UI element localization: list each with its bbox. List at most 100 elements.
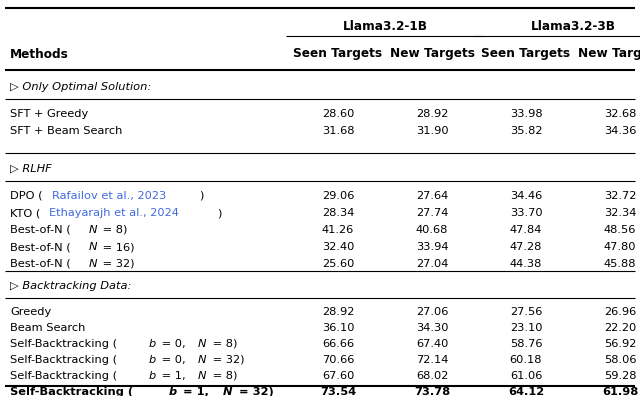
Text: 34.36: 34.36 [604, 126, 636, 136]
Text: 36.10: 36.10 [322, 323, 355, 333]
Text: 32.72: 32.72 [604, 191, 636, 201]
Text: 47.28: 47.28 [510, 242, 542, 252]
Text: 73.78: 73.78 [414, 387, 450, 396]
Text: Rafailov et al., 2023: Rafailov et al., 2023 [52, 191, 166, 201]
Text: b: b [169, 387, 177, 396]
Text: b: b [148, 355, 156, 365]
Text: Self-Backtracking (: Self-Backtracking ( [10, 371, 117, 381]
Text: Ethayarajh et al., 2024: Ethayarajh et al., 2024 [49, 208, 179, 218]
Text: 32.68: 32.68 [604, 109, 636, 119]
Text: DPO (: DPO ( [10, 191, 43, 201]
Text: N: N [198, 339, 207, 349]
Text: 44.38: 44.38 [510, 259, 542, 269]
Text: = 32): = 32) [209, 355, 244, 365]
Text: 34.46: 34.46 [510, 191, 542, 201]
Text: 32.34: 32.34 [604, 208, 636, 218]
Text: b: b [148, 371, 156, 381]
Text: Beam Search: Beam Search [10, 323, 85, 333]
Text: = 1,: = 1, [179, 387, 213, 396]
Text: SFT + Greedy: SFT + Greedy [10, 109, 88, 119]
Text: 56.92: 56.92 [604, 339, 636, 349]
Text: Self-Backtracking (: Self-Backtracking ( [10, 387, 133, 396]
Text: 31.90: 31.90 [416, 126, 448, 136]
Text: = 16): = 16) [99, 242, 135, 252]
Text: 34.30: 34.30 [416, 323, 448, 333]
Text: ▷ RLHF: ▷ RLHF [10, 164, 52, 174]
Text: = 0,: = 0, [157, 355, 189, 365]
Text: 73.54: 73.54 [320, 387, 356, 396]
Text: = 1,: = 1, [157, 371, 189, 381]
Text: = 32): = 32) [236, 387, 274, 396]
Text: 47.84: 47.84 [510, 225, 542, 235]
Text: N: N [198, 371, 207, 381]
Text: 28.92: 28.92 [322, 307, 354, 317]
Text: 59.28: 59.28 [604, 371, 636, 381]
Text: ): ) [217, 208, 221, 218]
Text: 41.26: 41.26 [322, 225, 354, 235]
Text: = 32): = 32) [99, 259, 135, 269]
Text: 58.76: 58.76 [509, 339, 542, 349]
Text: New Targets: New Targets [577, 48, 640, 61]
Text: Best-of-N (: Best-of-N ( [10, 225, 71, 235]
Text: Self-Backtracking (: Self-Backtracking ( [10, 355, 117, 365]
Text: 33.94: 33.94 [416, 242, 448, 252]
Text: 27.04: 27.04 [416, 259, 448, 269]
Text: N: N [88, 242, 97, 252]
Text: Best-of-N (: Best-of-N ( [10, 242, 71, 252]
Text: 72.14: 72.14 [416, 355, 448, 365]
Text: 48.56: 48.56 [604, 225, 636, 235]
Text: 70.66: 70.66 [322, 355, 354, 365]
Text: Seen Targets: Seen Targets [481, 48, 571, 61]
Text: 23.10: 23.10 [509, 323, 542, 333]
Text: KTO (: KTO ( [10, 208, 40, 218]
Text: 31.68: 31.68 [322, 126, 355, 136]
Text: 64.12: 64.12 [508, 387, 544, 396]
Text: 22.20: 22.20 [604, 323, 636, 333]
Text: Llama3.2-3B: Llama3.2-3B [531, 19, 616, 32]
Text: = 8): = 8) [99, 225, 128, 235]
Text: 27.74: 27.74 [416, 208, 448, 218]
Text: b: b [148, 339, 156, 349]
Text: N: N [198, 355, 207, 365]
Text: Best-of-N (: Best-of-N ( [10, 259, 71, 269]
Text: 67.60: 67.60 [322, 371, 354, 381]
Text: N: N [88, 225, 97, 235]
Text: 29.06: 29.06 [322, 191, 354, 201]
Text: = 8): = 8) [209, 371, 237, 381]
Text: 27.56: 27.56 [510, 307, 542, 317]
Text: 33.70: 33.70 [509, 208, 542, 218]
Text: 28.60: 28.60 [322, 109, 354, 119]
Text: Greedy: Greedy [10, 307, 51, 317]
Text: N: N [88, 259, 97, 269]
Text: 28.92: 28.92 [416, 109, 448, 119]
Text: 68.02: 68.02 [416, 371, 448, 381]
Text: ▷ Backtracking Data:: ▷ Backtracking Data: [10, 281, 131, 291]
Text: 25.60: 25.60 [322, 259, 354, 269]
Text: 61.06: 61.06 [510, 371, 542, 381]
Text: 32.40: 32.40 [322, 242, 354, 252]
Text: = 0,: = 0, [157, 339, 189, 349]
Text: 28.34: 28.34 [322, 208, 354, 218]
Text: 60.18: 60.18 [509, 355, 542, 365]
Text: 66.66: 66.66 [322, 339, 354, 349]
Text: 61.98: 61.98 [602, 387, 638, 396]
Text: 45.88: 45.88 [604, 259, 636, 269]
Text: Seen Targets: Seen Targets [293, 48, 383, 61]
Text: Self-Backtracking (: Self-Backtracking ( [10, 339, 117, 349]
Text: 40.68: 40.68 [416, 225, 448, 235]
Text: 26.96: 26.96 [604, 307, 636, 317]
Text: 67.40: 67.40 [416, 339, 448, 349]
Text: 27.06: 27.06 [416, 307, 448, 317]
Text: Llama3.2-1B: Llama3.2-1B [342, 19, 428, 32]
Text: 27.64: 27.64 [416, 191, 448, 201]
Text: Methods: Methods [10, 48, 69, 61]
Text: ▷ Only Optimal Solution:: ▷ Only Optimal Solution: [10, 82, 151, 92]
Text: = 8): = 8) [209, 339, 237, 349]
Text: New Targets: New Targets [390, 48, 474, 61]
Text: 58.06: 58.06 [604, 355, 636, 365]
Text: ): ) [200, 191, 204, 201]
Text: 47.80: 47.80 [604, 242, 636, 252]
Text: N: N [223, 387, 232, 396]
Text: 35.82: 35.82 [509, 126, 542, 136]
Text: SFT + Beam Search: SFT + Beam Search [10, 126, 122, 136]
